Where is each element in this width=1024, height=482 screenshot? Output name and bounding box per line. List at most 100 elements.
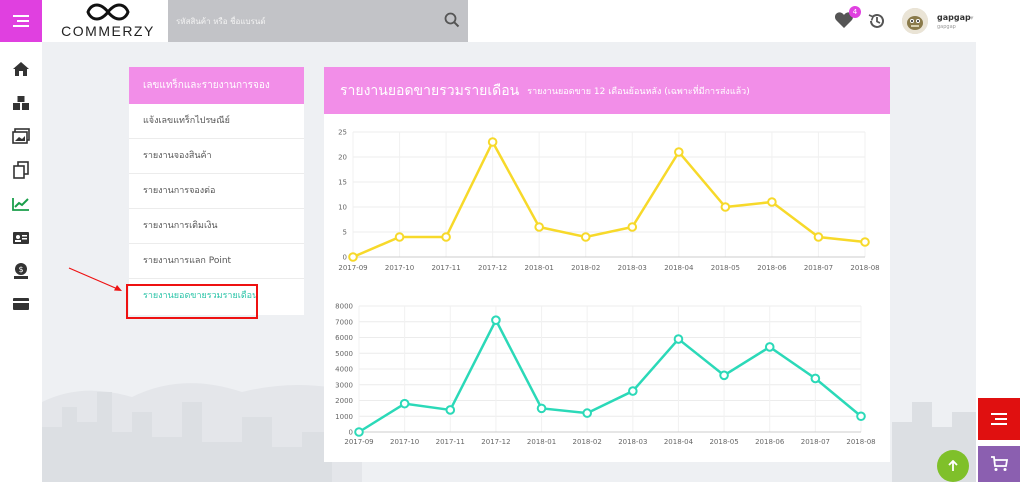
menu-item-topup-report[interactable]: รายงานการเติมเงิน	[129, 209, 304, 244]
monthly-sales-report-card: รายงานยอดขายรวมรายเดือน รายงานยอดขาย 12 …	[324, 67, 890, 462]
city-skyline-background	[42, 383, 976, 482]
list-menu-button[interactable]	[978, 398, 1020, 440]
data-point	[580, 232, 591, 242]
x-tick-label: 2017-11	[431, 264, 460, 272]
x-tick-label: 2018-07	[801, 438, 830, 446]
menu-item-monthly-sales-report[interactable]: รายงานยอดขายรวมรายเดือน	[143, 291, 259, 301]
report-menu-panel: เลขแทร็กและรายงานการจอง แจ้งเลขแทร็กไปรษ…	[129, 67, 304, 315]
x-tick-label: 2018-04	[664, 264, 694, 272]
arrow-up-icon	[948, 460, 958, 471]
copy-icon[interactable]	[12, 161, 30, 179]
data-point	[673, 334, 684, 344]
y-tick-label: 6000	[335, 334, 353, 342]
data-point	[860, 237, 870, 247]
wishlist-count-badge: 4	[849, 6, 861, 18]
data-point	[394, 232, 405, 242]
data-point	[399, 398, 410, 409]
history-icon[interactable]	[868, 12, 886, 34]
top-bar: COMMERZY 4 gapgap gapgap	[0, 0, 1024, 42]
y-tick-label: 5	[343, 229, 347, 237]
x-tick-label: 2018-03	[618, 438, 647, 446]
x-tick-label: 2017-12	[481, 438, 510, 446]
menu-item-point-report[interactable]: รายงานการแลก Point	[129, 244, 304, 279]
data-point	[628, 386, 638, 396]
x-tick-label: 2018-08	[846, 438, 875, 446]
data-point	[764, 342, 775, 352]
series-line	[352, 139, 866, 259]
data-point	[441, 232, 451, 242]
infinity-logo-icon	[86, 3, 130, 21]
menu-item-tracking-notify[interactable]: แจ้งเลขแทร็กไปรษณีย์	[129, 104, 304, 139]
y-tick-label: 20	[338, 154, 347, 162]
y-tick-label: 5000	[335, 350, 353, 358]
x-tick-label: 2018-01	[527, 438, 556, 446]
menu-toggle-button[interactable]	[0, 0, 42, 42]
y-tick-label: 0	[343, 254, 347, 262]
data-point	[582, 408, 592, 418]
data-point	[720, 202, 731, 212]
data-point	[491, 315, 501, 325]
x-tick-label: 2017-11	[436, 438, 465, 446]
x-tick-label: 2018-05	[711, 264, 740, 272]
avatar[interactable]	[902, 8, 928, 34]
series-line	[358, 317, 862, 434]
id-card-icon[interactable]	[12, 229, 30, 247]
chevron-down-icon[interactable]: ▾	[970, 14, 974, 22]
x-tick-label: 2018-03	[618, 264, 647, 272]
menu-item-booking-report[interactable]: รายงานจองสินค้า	[129, 139, 304, 174]
x-tick-label: 2018-02	[571, 264, 600, 272]
data-point	[354, 427, 364, 437]
y-tick-label: 15	[338, 179, 347, 187]
logo-text: COMMERZY	[61, 23, 155, 39]
money-bag-icon[interactable]: $	[12, 262, 30, 280]
y-tick-label: 1000	[335, 413, 353, 421]
report-title: รายงานยอดขายรวมรายเดือน	[340, 82, 520, 99]
data-point	[627, 222, 638, 232]
chart-line-icon[interactable]	[12, 195, 30, 213]
x-tick-label: 2018-08	[850, 264, 879, 272]
hamburger-icon	[13, 15, 29, 27]
boxes-icon[interactable]	[12, 94, 30, 112]
menu-item-rebooking-report[interactable]: รายงานการจองต่อ	[129, 174, 304, 209]
x-tick-label: 2017-09	[344, 438, 373, 446]
user-name[interactable]: gapgap	[937, 13, 971, 22]
x-tick-label: 2018-05	[709, 438, 738, 446]
left-icon-bar: $	[0, 42, 42, 482]
x-tick-label: 2018-04	[664, 438, 694, 446]
user-subtitle: gapgap	[937, 24, 956, 30]
data-point	[719, 370, 729, 381]
y-tick-label: 4000	[335, 366, 353, 374]
data-point	[445, 405, 456, 415]
x-tick-label: 2018-06	[755, 438, 785, 446]
data-point	[767, 197, 777, 207]
logo[interactable]: COMMERZY	[58, 2, 158, 40]
y-tick-label: 8000	[335, 303, 353, 311]
report-subtitle: รายงานยอดขาย 12 เดือนย้อนหลัง (เฉพาะที่ม…	[527, 86, 750, 97]
annotation-highlight-box	[126, 284, 258, 319]
home-icon[interactable]	[12, 60, 30, 78]
search-input[interactable]	[176, 13, 436, 29]
x-tick-label: 2018-01	[525, 264, 554, 272]
y-tick-label: 7000	[335, 318, 353, 326]
x-tick-label: 2018-06	[757, 264, 787, 272]
cart-icon	[991, 456, 1008, 471]
y-tick-label: 3000	[335, 381, 353, 389]
data-point	[810, 373, 821, 384]
cart-button[interactable]	[978, 446, 1020, 482]
scroll-to-top-button[interactable]	[937, 450, 969, 482]
report-menu-title: เลขแทร็กและรายงานการจอง	[129, 67, 304, 104]
x-tick-label: 2017-10	[385, 264, 414, 272]
svg-text:$: $	[18, 265, 23, 274]
search-icon[interactable]	[444, 12, 460, 32]
sales-charts: 0 5 10 15 20 25 2017-09 2017-10 2017-11 2017-12 20…	[335, 129, 879, 447]
x-tick-label: 2017-09	[338, 264, 367, 272]
y-tick-label: 2000	[335, 397, 353, 405]
data-point	[536, 403, 547, 414]
credit-card-icon[interactable]	[12, 295, 30, 313]
images-icon[interactable]	[12, 127, 30, 145]
data-point	[487, 137, 498, 147]
data-point	[674, 147, 684, 157]
wishlist-heart-icon[interactable]	[834, 11, 854, 33]
x-tick-label: 2018-07	[804, 264, 833, 272]
data-point	[856, 411, 866, 422]
